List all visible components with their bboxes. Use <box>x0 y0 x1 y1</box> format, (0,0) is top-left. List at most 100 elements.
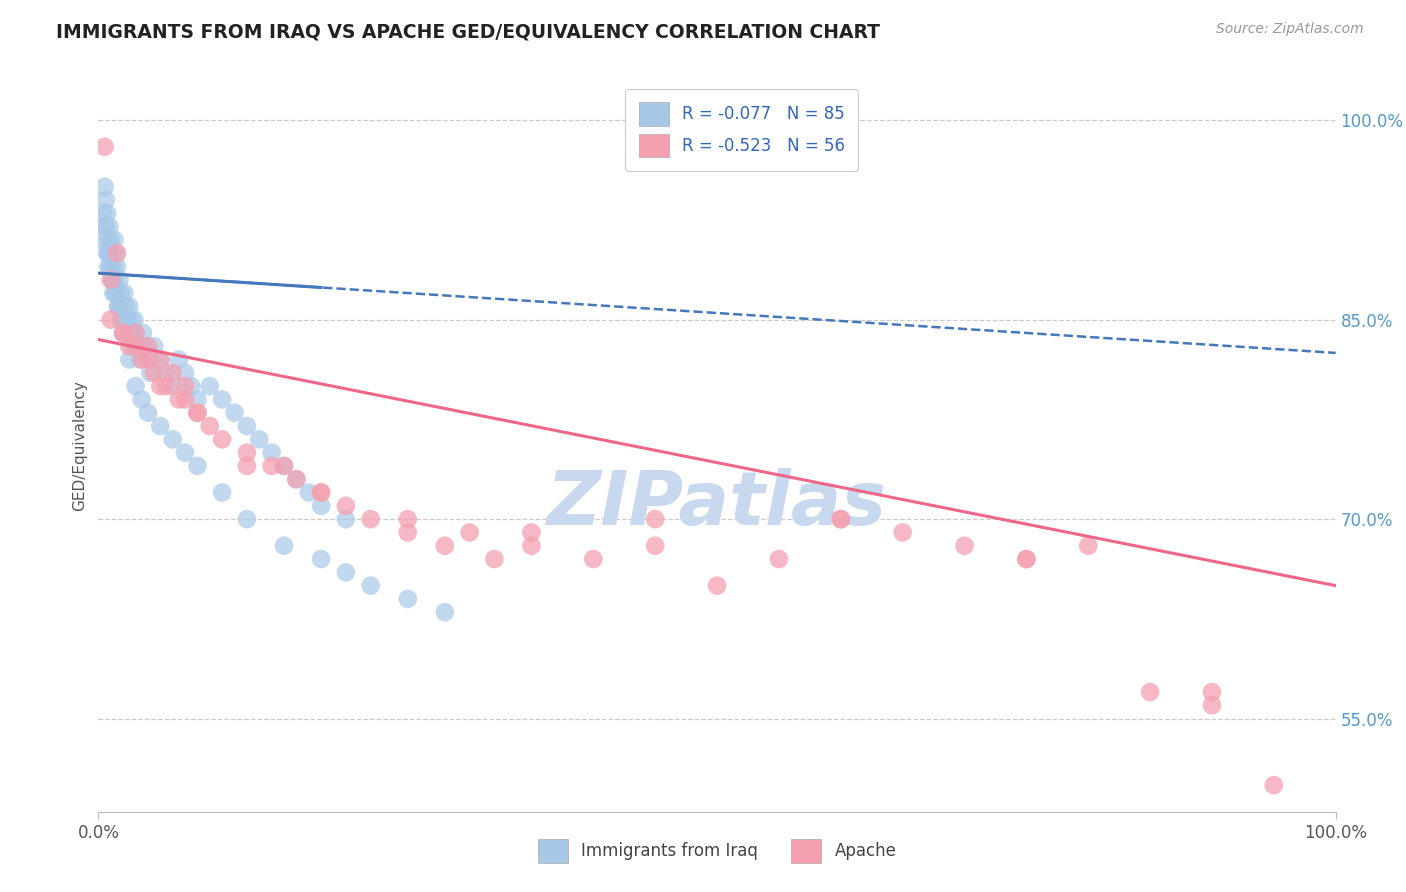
Point <box>131 352 153 367</box>
Point <box>174 379 197 393</box>
Point <box>93 179 115 194</box>
Point <box>136 406 159 420</box>
Point <box>122 339 145 353</box>
Point <box>103 286 125 301</box>
Point <box>396 525 419 540</box>
Y-axis label: GED/Equivalency: GED/Equivalency <box>72 381 87 511</box>
Point <box>115 312 138 326</box>
Point <box>103 260 125 274</box>
Point <box>360 512 382 526</box>
Point <box>98 246 121 260</box>
Point <box>1139 685 1161 699</box>
Point <box>360 579 382 593</box>
Point <box>149 352 172 367</box>
Point <box>186 406 208 420</box>
Point <box>112 286 135 301</box>
Point <box>124 312 146 326</box>
Point <box>162 433 184 447</box>
Point <box>96 246 118 260</box>
Point <box>155 379 177 393</box>
Point <box>107 299 129 313</box>
Point <box>162 379 184 393</box>
Point <box>953 539 976 553</box>
Point <box>273 458 295 473</box>
Point <box>1201 685 1223 699</box>
Point <box>167 352 190 367</box>
Point <box>1077 539 1099 553</box>
Point <box>198 419 221 434</box>
Point <box>830 512 852 526</box>
Point <box>236 512 259 526</box>
Point <box>149 419 172 434</box>
Point <box>104 246 127 260</box>
Point <box>484 552 506 566</box>
Point <box>111 299 134 313</box>
Point <box>110 312 132 326</box>
Point <box>127 339 149 353</box>
Point <box>285 472 308 486</box>
Point <box>236 458 259 473</box>
Point <box>136 352 159 367</box>
Point <box>335 512 357 526</box>
Point <box>174 366 197 380</box>
Point <box>260 445 283 459</box>
Point <box>143 366 166 380</box>
Point <box>100 233 122 247</box>
Point <box>768 552 790 566</box>
Point <box>114 299 136 313</box>
Point <box>100 312 122 326</box>
Point <box>198 379 221 393</box>
Point <box>112 312 135 326</box>
Point <box>433 539 456 553</box>
Point <box>118 352 141 367</box>
Point <box>335 499 357 513</box>
Point <box>458 525 481 540</box>
Point <box>124 379 146 393</box>
Point <box>103 273 125 287</box>
Point <box>97 233 120 247</box>
Point <box>112 326 135 340</box>
Point <box>100 260 122 274</box>
Point <box>100 260 122 274</box>
Point <box>91 233 114 247</box>
Point <box>186 406 208 420</box>
Point <box>112 326 135 340</box>
Point <box>520 539 543 553</box>
Point <box>236 445 259 459</box>
Point <box>167 392 190 407</box>
Point <box>105 246 128 260</box>
Point <box>139 366 162 380</box>
Point <box>285 472 308 486</box>
Point <box>110 286 132 301</box>
Point <box>93 140 115 154</box>
Point <box>97 260 120 274</box>
Point <box>273 458 295 473</box>
Point <box>433 605 456 619</box>
Point <box>118 299 141 313</box>
Point <box>136 339 159 353</box>
Point <box>108 273 131 287</box>
Point <box>211 433 233 447</box>
Point <box>211 392 233 407</box>
Point <box>309 485 332 500</box>
Text: Source: ZipAtlas.com: Source: ZipAtlas.com <box>1216 22 1364 37</box>
Point <box>134 339 156 353</box>
Point <box>120 312 142 326</box>
Point <box>309 552 332 566</box>
Point <box>396 591 419 606</box>
Point <box>132 326 155 340</box>
Point <box>94 193 117 207</box>
Point <box>118 339 141 353</box>
Point <box>98 219 121 234</box>
Point <box>706 579 728 593</box>
Point <box>112 326 135 340</box>
Text: IMMIGRANTS FROM IRAQ VS APACHE GED/EQUIVALENCY CORRELATION CHART: IMMIGRANTS FROM IRAQ VS APACHE GED/EQUIV… <box>56 22 880 41</box>
Point <box>1015 552 1038 566</box>
Point <box>131 392 153 407</box>
Point <box>104 286 127 301</box>
Point <box>96 206 118 220</box>
Point <box>260 458 283 473</box>
Point <box>1201 698 1223 713</box>
Point <box>129 352 152 367</box>
Point <box>1015 552 1038 566</box>
